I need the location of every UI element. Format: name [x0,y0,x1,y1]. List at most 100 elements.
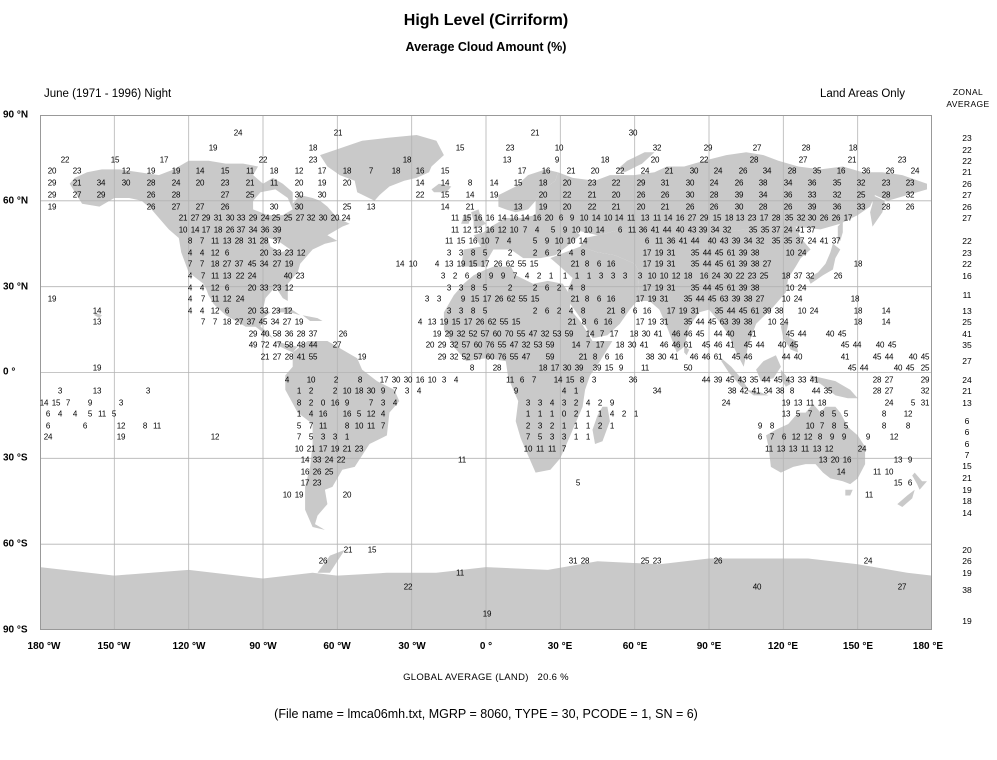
landmass [69,160,350,353]
longitude-label: 180 °E [912,641,944,652]
longitude-label: 60 °W [323,641,351,652]
zonal-average-value: 41 [962,329,972,339]
landmass [617,152,655,173]
longitude-label: 30 °E [547,641,573,652]
landmass [94,312,102,319]
landmass [580,226,811,367]
inland-water [268,238,291,253]
zonal-average-value: 38 [962,585,972,595]
zonal-average-header: ZONAL AVERAGE [940,86,996,110]
zonal-average-value: 6 [964,427,970,437]
zonal-average-value: 22 [962,259,972,269]
zonal-average-value: 27 [962,356,972,366]
zonal-average-value: 21 [962,473,972,483]
longitude-label: 30 °W [398,641,426,652]
zonal-average-value: 26 [962,556,972,566]
zonal-average-value: 6 [964,416,970,426]
longitude-label: 150 °E [842,641,874,652]
period-label: June (1971 - 1996) Night [44,88,172,100]
latitude-label: 30 °S [3,452,28,464]
zonal-average-value: 19 [962,616,972,626]
zonal-average-value: 6 [964,439,970,449]
landmass [550,246,640,339]
landmass [285,341,400,530]
zonal-average-value: 15 [962,461,972,471]
zonal-average-value: 11 [962,290,972,300]
landmass [431,183,452,193]
latitude-label: 90 °S [3,624,28,636]
longitude-label: 180 °W [27,641,61,652]
zonal-average-value: 27 [962,213,972,223]
latitude-label: 0 ° [3,366,16,378]
zonal-average-value: 20 [962,545,972,555]
landmass [837,220,843,241]
zonal-average-value: 35 [962,340,972,350]
zonal-average-value: 13 [962,398,972,408]
zonal-average-value: 26 [962,202,972,212]
landmass [592,406,610,444]
zonal-average-value: 7 [964,450,970,460]
zonal-average-value: 22 [962,236,972,246]
landmass [756,355,781,382]
zonal-average-value: 19 [962,485,972,495]
zonal-average-value: 18 [962,496,972,506]
landmass [912,472,927,490]
zonal-average-value: 22 [962,156,972,166]
latitude-label: 60 °S [3,538,28,550]
zonal-average-value: 21 [962,386,972,396]
zonal-header-line1: ZONAL [952,87,984,97]
latitude-label: 60 °N [3,195,29,207]
zonal-average-value: 14 [962,508,972,518]
page-subtitle: Average Cloud Amount (%) [405,40,567,54]
landmass [746,389,769,396]
landmass [320,135,444,201]
longitude-label: 150 °W [97,641,131,652]
landmass [897,489,915,507]
landmass [845,489,853,496]
world-map [40,115,932,630]
landmass [461,215,581,267]
landmass [721,358,749,390]
landmass [471,209,486,230]
landmass [766,404,866,485]
zonal-average-value: 16 [962,271,972,281]
longitude-label: 0 ° [479,641,493,652]
zonal-average-value: 25 [962,317,972,327]
landmass [870,195,885,227]
page-title: High Level (Cirriform) [403,12,569,29]
longitude-label: 60 °E [622,641,648,652]
file-info: (File name = lmca06mh.txt, MGRP = 8060, … [274,707,698,721]
longitude-label: 120 °W [172,641,206,652]
zonal-average-value: 23 [962,248,972,258]
landmass [203,280,216,307]
zonal-header-line2: AVERAGE [946,99,990,109]
zonal-average-value: 23 [962,133,972,143]
coverage-label: Land Areas Only [819,88,905,100]
longitude-label: 90 °E [696,641,722,652]
world-map-svg [40,115,932,630]
map-frame [40,115,932,630]
landmass [535,152,927,236]
longitude-label: 120 °E [767,641,799,652]
landmass [780,321,799,353]
zonal-average-value: 21 [962,167,972,177]
zonal-average-value: 22 [962,145,972,155]
landmass [461,215,472,224]
global-average: GLOBAL AVERAGE (LAND) 20.6 % [0,672,972,683]
landmass [810,375,858,399]
landmass [317,549,345,573]
landmass [498,169,558,213]
latitude-label: 30 °N [3,281,29,293]
landmass [275,306,301,316]
landmass [808,243,841,284]
zonal-average-value: 27 [962,190,972,200]
global-average-label: GLOBAL AVERAGE (LAND) [403,672,529,683]
landmass [302,315,323,321]
zonal-average-value: 19 [962,568,972,578]
zonal-average-value: 13 [962,306,972,316]
zonal-average-value: 26 [962,179,972,189]
landmass [684,346,690,356]
global-average-value: 20.6 % [537,672,569,683]
latitude-label: 90 °N [3,109,29,121]
